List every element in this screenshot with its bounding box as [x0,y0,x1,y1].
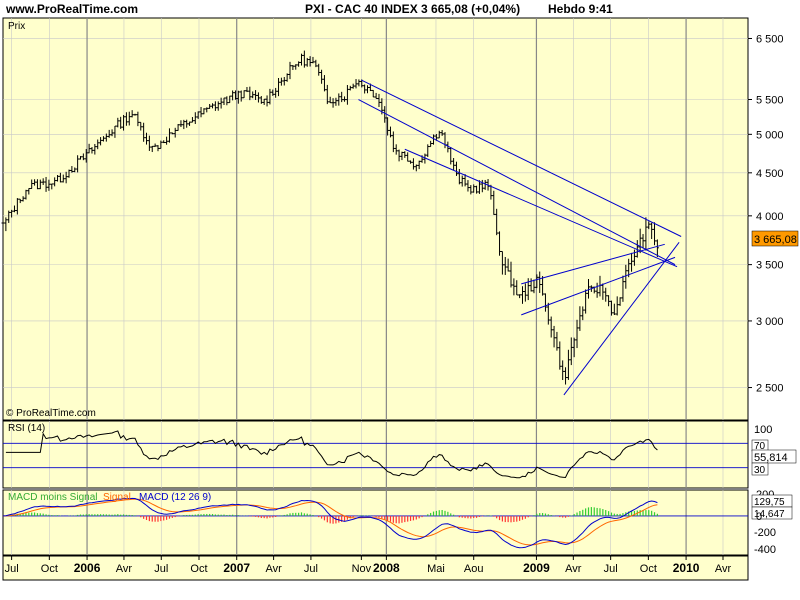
macd-legend: MACD moins Signal Signal MACD (12 26 9) [8,492,211,503]
rsi-panel[interactable] [2,420,749,489]
macd-value-badge-2 [751,506,793,520]
x-tick-label: 2009 [523,561,550,575]
site-url[interactable]: www.ProRealTime.com [6,2,139,16]
last-price-text: 3 665,08 [754,234,797,246]
x-tick-label: Avr [116,563,133,575]
y-tick-label: 2 500 [756,383,784,395]
x-axis-strip [2,555,749,581]
x-tick-label: Aou [464,563,484,575]
trendline [521,243,665,285]
last-price-badge [751,230,799,247]
macd-tick-neg200: -200 [754,527,776,539]
trendline [563,242,680,396]
y-tick-label: 4 500 [756,168,784,180]
y-tick-label: 6 500 [756,33,784,45]
x-tick-label: Jul [154,563,168,575]
x-tick-label: Jul [604,563,618,575]
macd-value-1: 129,75 [754,497,785,508]
y-tick-label: 3 000 [756,316,784,328]
macd-legend-c: MACD (12 26 9) [139,492,211,503]
macd-tick-0: 0 [756,511,762,523]
rsi-level-30: 30 [754,465,766,476]
rsi-line [5,430,658,479]
rsi-label: RSI (14) [8,423,45,434]
macd-value-2: 14,647 [754,509,785,520]
y-tick-label: 3 500 [756,260,784,272]
rsi-level-100: 100 [754,424,772,436]
x-tick-label: Oct [190,563,207,575]
x-tick-label: Oct [640,563,657,575]
x-tick-label: 2007 [223,561,250,575]
rsi-value-badge [751,449,797,464]
x-tick-label: Oct [41,563,58,575]
trendline [358,99,676,266]
x-tick-label: Avr [715,563,732,575]
x-tick-label: Mai [427,563,445,575]
x-tick-label: Jul [304,563,318,575]
trendline [404,148,678,268]
trendline [521,256,676,316]
instrument-title: PXI - CAC 40 INDEX 3 665,08 (+0,04%) [305,2,521,16]
y-tick-label: 5 500 [756,95,784,107]
price-panel-label: Prix [8,21,25,32]
rsi-level-70: 70 [754,441,766,452]
x-tick-label: 2006 [74,561,101,575]
x-tick-label: Avr [265,563,282,575]
x-tick-label: 2008 [373,561,400,575]
x-tick-label: 2010 [673,561,700,575]
y-tick-label: 4 000 [756,211,784,223]
trendline [361,79,682,237]
x-tick-label: Avr [565,563,582,575]
macd-signal-line [3,498,658,546]
period-label: Hebdo 9:41 [548,2,613,16]
macd-legend-a: MACD moins Signal [8,492,97,503]
chart-header: www.ProRealTime.com PXI - CAC 40 INDEX 3… [0,0,800,18]
x-tick-label: Jul [5,563,19,575]
macd-legend-b: Signal [103,492,131,503]
macd-panel[interactable] [2,489,749,556]
rsi-value: 55,814 [754,452,788,464]
macd-line [2,497,658,549]
macd-tick-neg400: -400 [754,544,776,556]
x-tick-label: Nov [352,563,372,575]
y-tick-label: 5 000 [756,129,784,141]
price-panel[interactable] [2,17,749,421]
rsi-level-30-box [751,462,769,476]
watermark: © ProRealTime.com [6,408,96,419]
